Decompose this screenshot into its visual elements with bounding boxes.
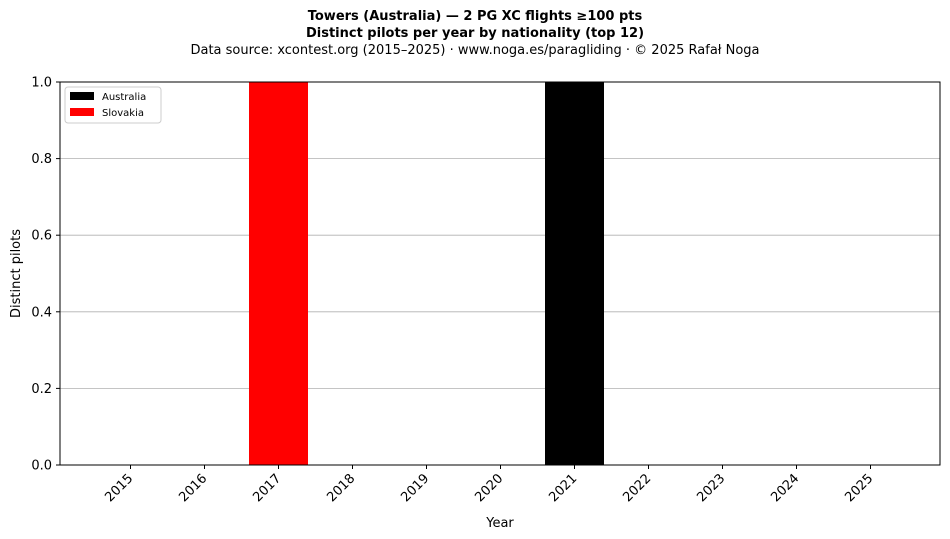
legend-label-australia: Australia (102, 92, 146, 103)
x-tick-label: 2022 (620, 471, 654, 505)
x-tick-label: 2017 (250, 471, 284, 505)
y-tick-label: 1.0 (31, 76, 52, 91)
x-tick-label: 2023 (694, 471, 728, 505)
legend-swatch-slovakia (70, 108, 94, 116)
x-tick-label: 2025 (842, 471, 876, 505)
x-axis-label: Year (485, 516, 514, 531)
bar-slovakia-2017 (249, 82, 308, 465)
x-tick-label: 2018 (324, 471, 358, 505)
y-tick-label: 0.0 (31, 459, 52, 474)
chart-title: Towers (Australia) — 2 PG XC flights ≥10… (307, 9, 643, 24)
bar-australia-2021 (545, 82, 604, 465)
y-tick-label: 0.6 (31, 229, 52, 244)
y-tick-label: 0.4 (31, 305, 52, 320)
x-tick-label: 2021 (546, 471, 580, 505)
x-tick-label: 2020 (472, 471, 506, 505)
y-tick-label: 0.2 (31, 382, 52, 397)
legend-swatch-australia (70, 92, 94, 100)
x-tick-label: 2019 (398, 471, 432, 505)
x-tick-label: 2024 (768, 471, 802, 505)
chart-source: Data source: xcontest.org (2015–2025) · … (190, 43, 760, 58)
chart-subtitle: Distinct pilots per year by nationality … (305, 26, 645, 41)
plot-frame (59, 81, 941, 466)
y-axis-label: Distinct pilots (9, 229, 24, 318)
y-tick-label: 0.8 (31, 152, 52, 167)
legend-label-slovakia: Slovakia (102, 108, 144, 119)
chart-titles: Towers (Australia) — 2 PG XC flights ≥10… (0, 8, 950, 59)
x-tick-label: 2015 (102, 471, 136, 505)
x-tick-label: 2016 (176, 471, 210, 505)
